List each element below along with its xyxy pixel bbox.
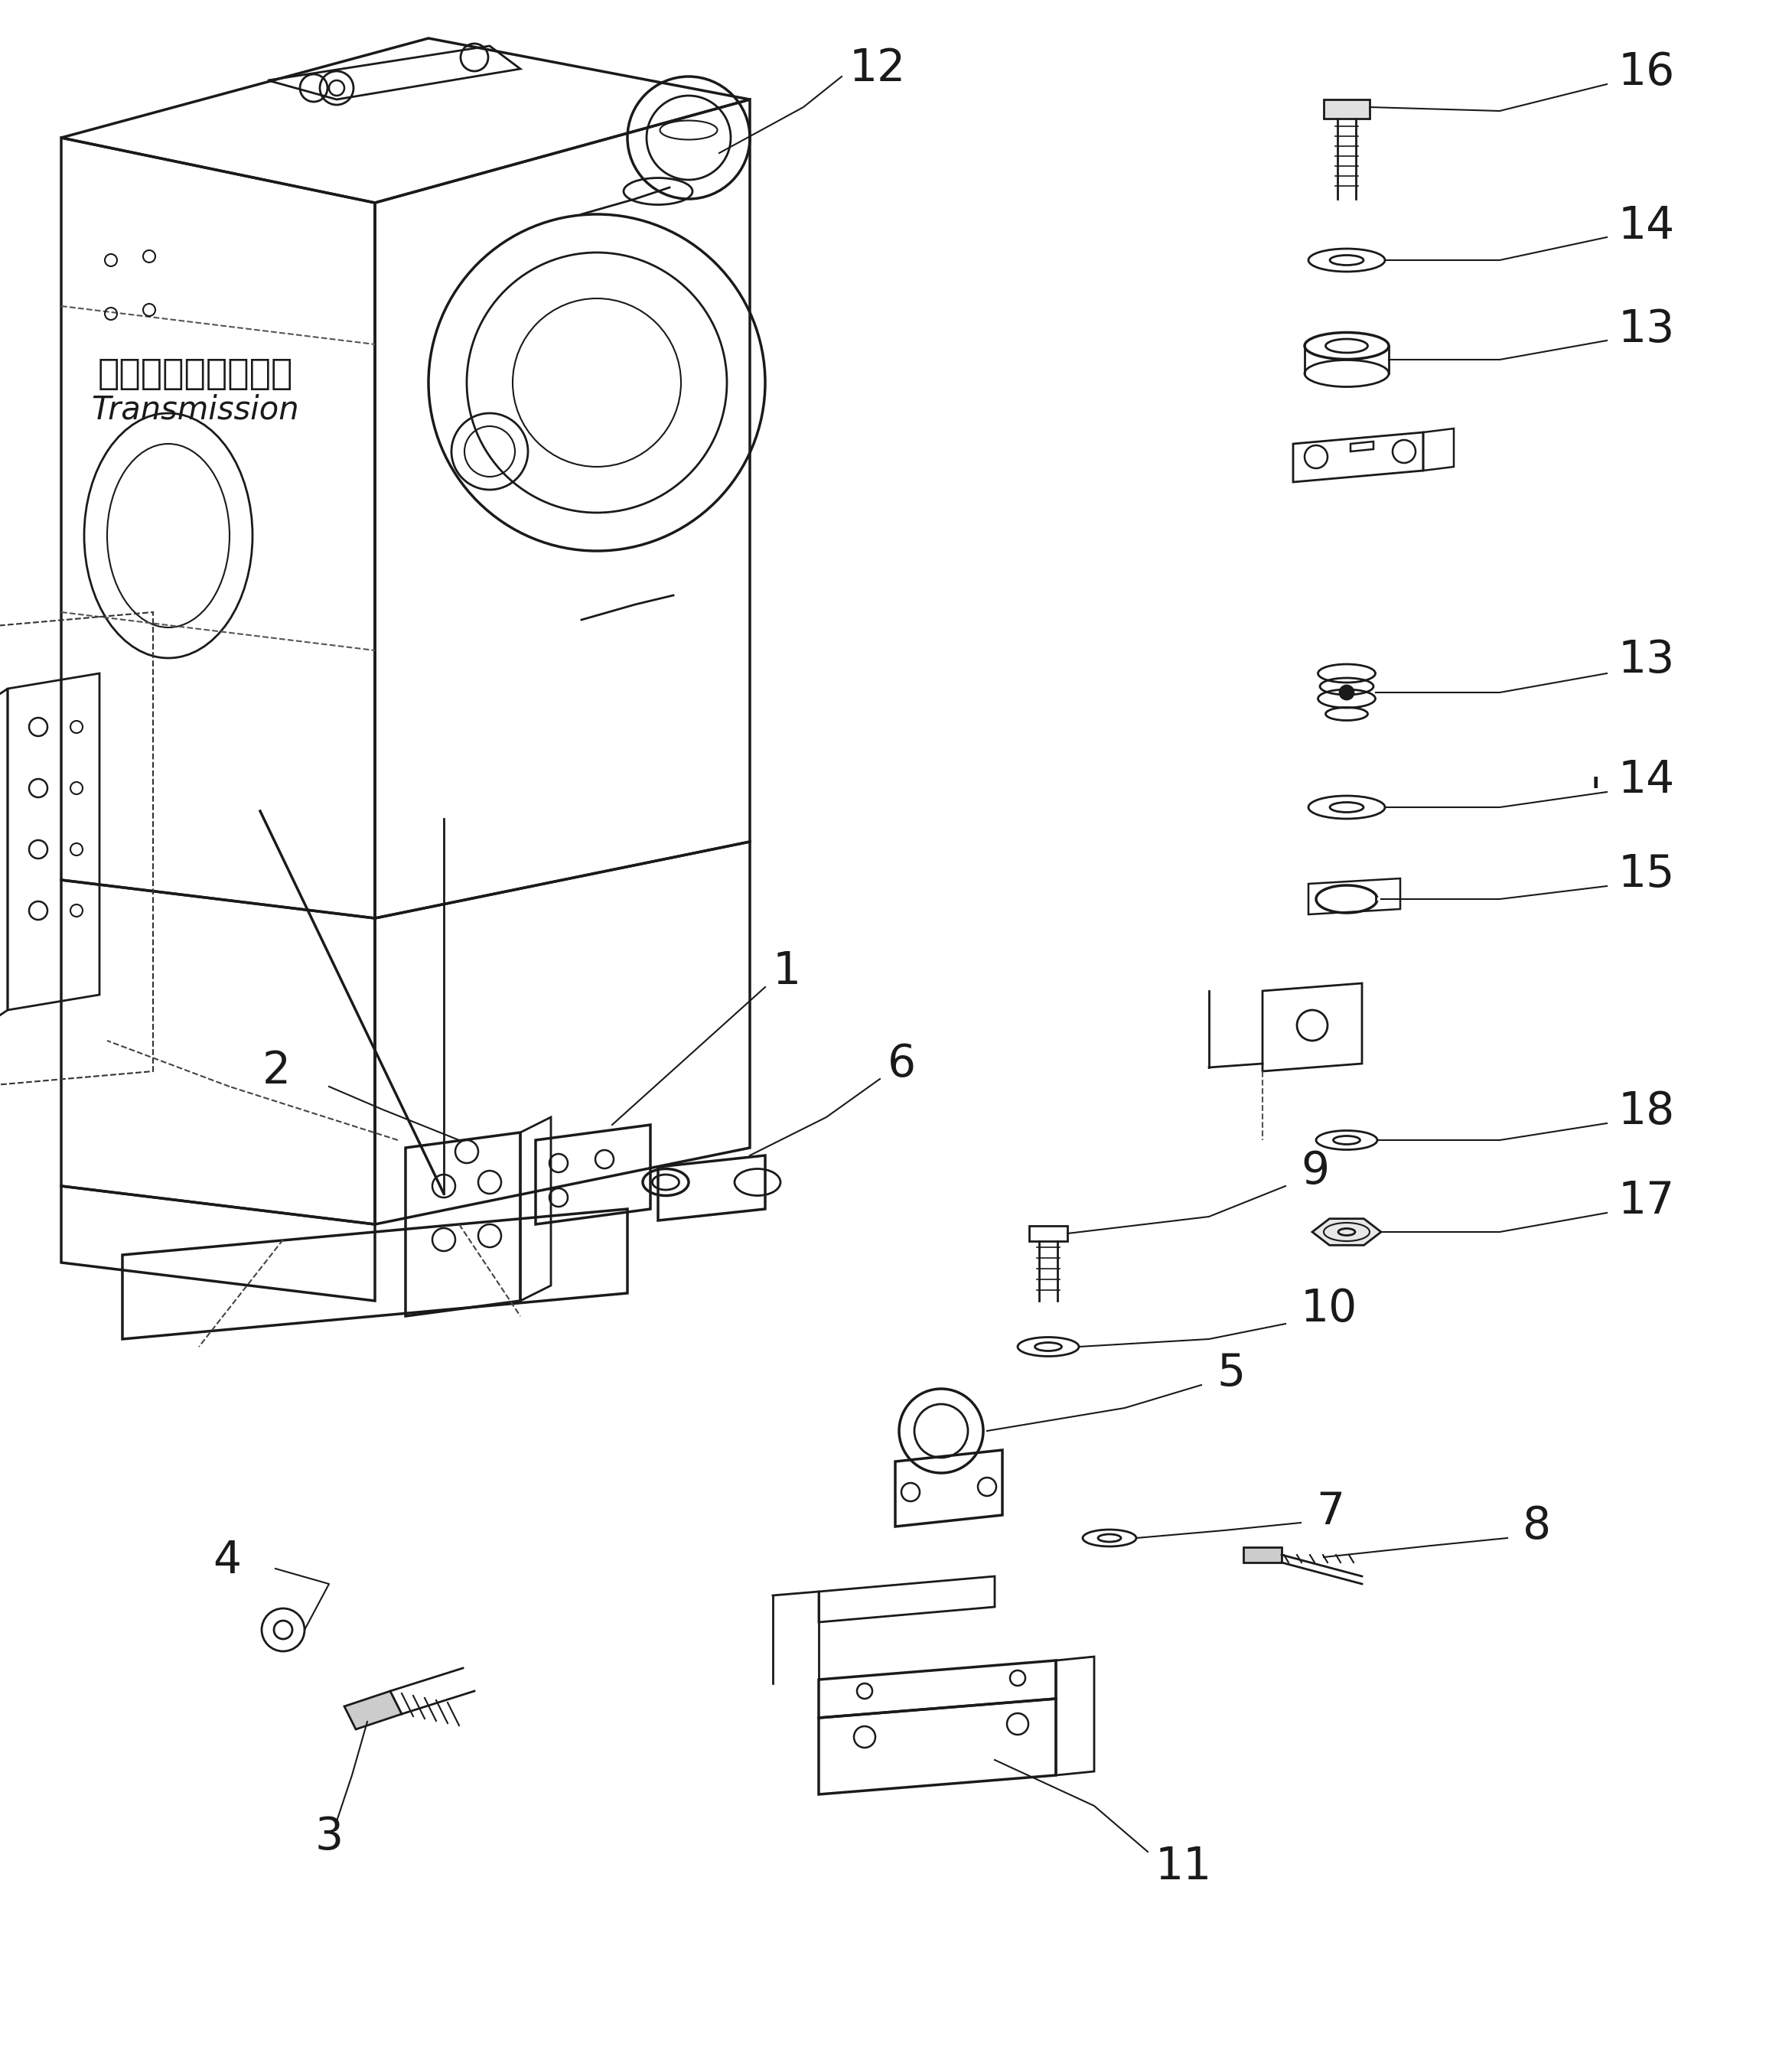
Polygon shape [344, 1692, 401, 1729]
Text: 1: 1 [772, 950, 801, 994]
Text: 8: 8 [1523, 1504, 1552, 1547]
Text: Transmission: Transmission [91, 393, 299, 426]
Text: 2: 2 [262, 1050, 290, 1093]
Text: 13: 13 [1618, 638, 1676, 682]
Circle shape [1340, 686, 1353, 700]
Text: 5: 5 [1217, 1351, 1245, 1395]
Text: 7: 7 [1315, 1490, 1344, 1533]
Text: 12: 12 [849, 48, 907, 91]
Text: 14: 14 [1618, 205, 1676, 248]
Text: 6: 6 [887, 1041, 916, 1085]
Polygon shape [1244, 1547, 1281, 1562]
Text: ': ' [1590, 775, 1602, 816]
Text: 3: 3 [315, 1814, 344, 1857]
Text: 14: 14 [1618, 758, 1676, 802]
Text: 10: 10 [1301, 1287, 1358, 1331]
Text: 16: 16 [1618, 52, 1676, 95]
Text: 17: 17 [1618, 1180, 1676, 1223]
Polygon shape [1312, 1219, 1382, 1246]
Text: 11: 11 [1156, 1845, 1211, 1888]
Polygon shape [1324, 99, 1369, 118]
Text: 9: 9 [1301, 1149, 1330, 1192]
Text: トランスミッション: トランスミッション [97, 357, 292, 393]
Text: 15: 15 [1618, 853, 1676, 897]
Text: 13: 13 [1618, 308, 1676, 351]
Text: 18: 18 [1618, 1091, 1676, 1134]
Text: 4: 4 [213, 1539, 242, 1583]
